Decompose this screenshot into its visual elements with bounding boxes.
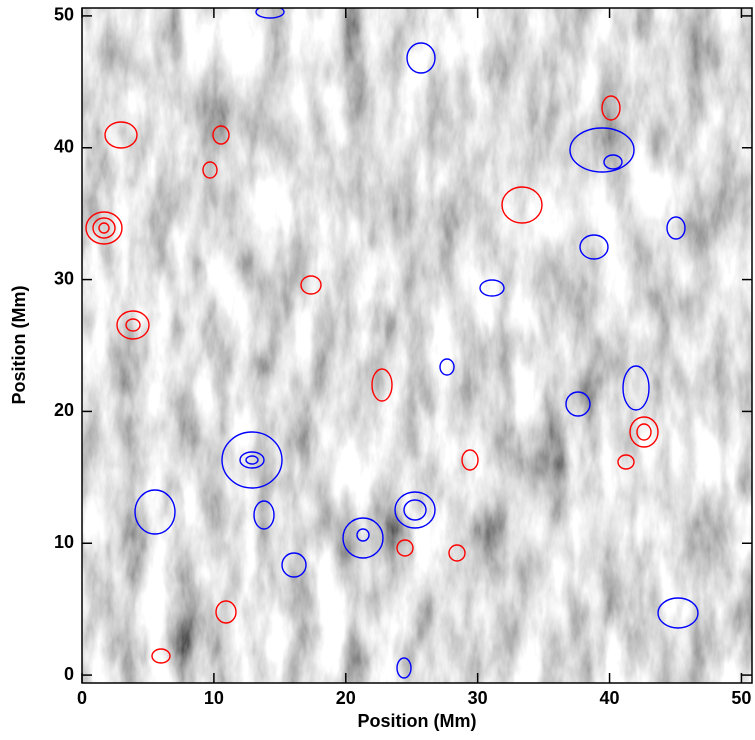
contour	[245, 455, 259, 465]
contour	[98, 222, 110, 234]
contour	[85, 211, 123, 245]
contour	[212, 125, 230, 145]
x-tick-label: 30	[468, 688, 488, 708]
contour	[253, 500, 275, 530]
contour	[239, 451, 265, 469]
contour	[134, 489, 176, 535]
contour	[371, 368, 393, 402]
red-contours	[85, 95, 659, 664]
contour	[221, 431, 283, 489]
contour	[215, 600, 237, 624]
contour	[617, 454, 635, 470]
contour	[342, 517, 384, 559]
contour	[104, 121, 138, 149]
contour	[569, 127, 635, 173]
contour	[396, 657, 412, 679]
contour	[92, 217, 116, 239]
x-tick-label: 10	[204, 688, 224, 708]
contour	[396, 539, 414, 557]
contour	[394, 491, 436, 529]
contour	[479, 279, 505, 297]
y-tick-label: 40	[54, 136, 74, 156]
x-tick-label: 0	[77, 688, 87, 708]
contour	[657, 597, 699, 629]
intensity-image	[82, 8, 752, 683]
y-axis-label: Position (Mm)	[9, 286, 29, 405]
contour	[622, 365, 650, 411]
contour	[448, 544, 466, 562]
x-tick-label: 20	[336, 688, 356, 708]
contour	[636, 423, 652, 441]
contour	[666, 216, 686, 240]
y-tick-label: 30	[54, 268, 74, 288]
contour	[629, 416, 659, 448]
contour	[151, 648, 171, 664]
contour	[202, 161, 218, 179]
x-tick-label: 40	[600, 688, 620, 708]
plot-frame	[81, 7, 753, 684]
contour	[116, 310, 150, 340]
contour	[125, 318, 141, 332]
contour	[601, 95, 621, 121]
blue-contours	[134, 8, 699, 679]
contour	[461, 449, 479, 471]
x-tick-label: 50	[731, 688, 751, 708]
contours	[85, 8, 699, 679]
contour	[300, 275, 322, 295]
contour	[281, 552, 307, 578]
contour	[565, 391, 591, 417]
contour	[406, 42, 436, 74]
contour	[603, 154, 623, 170]
y-tick-label: 50	[54, 5, 74, 25]
y-tick-label: 10	[54, 532, 74, 552]
y-tick-label: 20	[54, 400, 74, 420]
contour	[255, 8, 285, 19]
contour	[579, 234, 609, 260]
contour	[403, 499, 427, 521]
x-axis-label: Position (Mm)	[358, 711, 477, 731]
contour	[356, 528, 370, 542]
contour	[501, 186, 543, 224]
contour	[439, 358, 455, 376]
y-tick-label: 0	[64, 664, 74, 684]
